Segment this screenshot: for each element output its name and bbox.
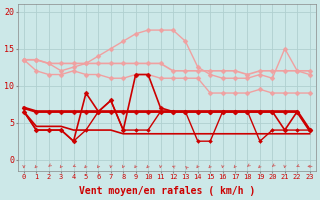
X-axis label: Vent moyen/en rafales ( km/h ): Vent moyen/en rafales ( km/h ) [79,186,255,196]
